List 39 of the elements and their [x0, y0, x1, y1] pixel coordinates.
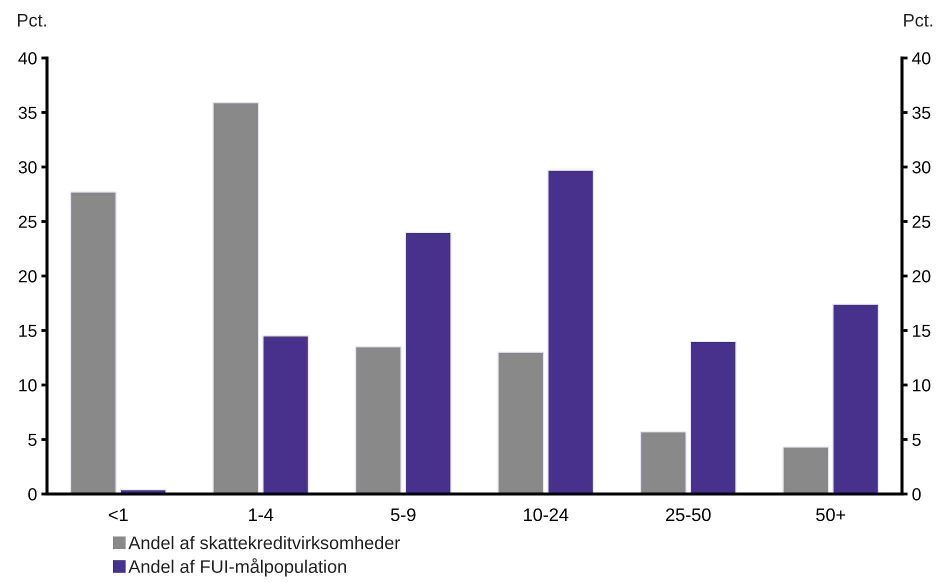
x-tick-label: 25-50 — [666, 508, 711, 522]
y2-tick-label: 25 — [912, 216, 930, 228]
y-tick-label: 35 — [18, 106, 37, 119]
x-tick-label: <1 — [108, 508, 128, 521]
bar — [782, 446, 830, 494]
bar — [70, 192, 117, 494]
y2-tick-label: 15 — [913, 324, 930, 337]
bar — [690, 340, 736, 494]
x-tick-label: 10-24 — [524, 508, 568, 522]
y2-tick-label: 10 — [913, 379, 930, 392]
y-tick-label: 0 — [28, 488, 37, 500]
y-tick-label: 30 — [18, 161, 37, 174]
y2-tick-label: 35 — [912, 106, 930, 119]
y-tick-label: 15 — [19, 324, 37, 337]
y2-tick-label: 20 — [912, 270, 930, 282]
y2-tick-label: 5 — [912, 434, 921, 446]
x-tick-label: 1-4 — [249, 508, 274, 521]
y-tick-label: 10 — [19, 379, 37, 392]
y-tick-label: 40 — [18, 52, 37, 64]
y-tick-label: 20 — [18, 270, 37, 282]
x-tick-label: 50+ — [816, 508, 846, 522]
bar — [832, 304, 879, 494]
y2-tick-label: 40 — [912, 52, 930, 64]
y-tick-label: 5 — [28, 434, 37, 446]
x-tick-label: 5-9 — [390, 508, 416, 522]
bar — [547, 170, 594, 494]
bar — [355, 346, 402, 494]
bar — [212, 102, 260, 494]
y2-tick-label: 0 — [912, 488, 921, 500]
bar — [262, 335, 309, 494]
y2-tick-label: 30 — [912, 161, 930, 174]
legend-label: Andel af skattekreditvirksomheder — [128, 536, 400, 550]
bar — [404, 232, 452, 494]
bar — [498, 352, 544, 494]
y-axis-title: Pct. — [18, 14, 46, 27]
y-tick-label: 25 — [18, 216, 37, 228]
y2-axis-title: Pct. — [904, 14, 932, 27]
bar — [640, 431, 687, 494]
legend-label: Andel af FUI-målpopulation — [128, 558, 346, 577]
